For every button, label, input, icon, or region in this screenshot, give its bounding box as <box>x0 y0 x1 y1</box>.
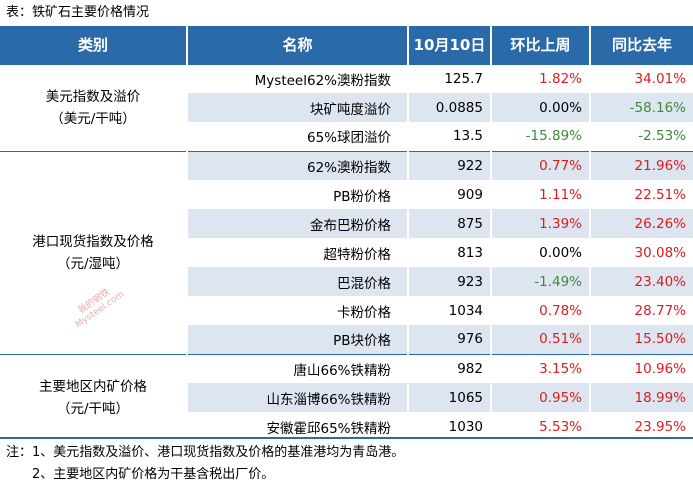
week-change-cell: 0.95% <box>491 383 591 412</box>
footnote-1: 注：1、美元指数及溢价、港口现货指数及价格的基准港均为青岛港。 <box>6 445 405 460</box>
table-row: 港口现货指数及价格 （元/湿吨） 62%澳粉指数 922 0.77% 21.96% <box>0 150 693 354</box>
header-name: 名称 <box>187 26 409 64</box>
price-cell: 1065 <box>408 383 492 412</box>
table-row: 金布巴粉价格 875 1.39% 26.26% <box>0 209 693 238</box>
price-cell: 1034 <box>408 296 492 325</box>
table-row: 超特粉价格 813 0.00% 30.08% <box>0 238 693 267</box>
category-cell: 港口现货指数及价格 （元/湿吨） <box>0 150 188 354</box>
price-cell: 1030 <box>408 412 492 441</box>
price-cell: 976 <box>408 325 492 354</box>
price-cell: 813 <box>408 238 492 267</box>
item-name-cell: PB块价格 <box>187 325 409 354</box>
week-change-cell: 0.77% <box>491 150 591 180</box>
table-row: 巴混价格 923 -1.49% 23.40% <box>0 267 693 296</box>
category-label: 美元指数及溢价 <box>45 88 141 105</box>
item-name-cell: 块矿吨度溢价 <box>187 93 409 122</box>
year-change-cell: 34.01% <box>590 63 693 93</box>
header-year-change: 同比去年 <box>590 26 693 64</box>
week-change-cell: 1.82% <box>491 63 591 93</box>
header-week-change: 环比上周 <box>491 26 591 64</box>
category-unit: （美元/干吨） <box>50 110 136 127</box>
price-cell: 982 <box>408 353 492 383</box>
item-name-cell: PB粉价格 <box>187 180 409 209</box>
price-cell: 922 <box>408 150 492 180</box>
iron-ore-price-table: 类别 名称 10月10日 环比上周 同比去年 美元指数及溢价 （美元/干吨） Mys… <box>0 26 693 441</box>
item-name-cell: 巴混价格 <box>187 267 409 296</box>
week-change-cell: 0.51% <box>491 325 591 354</box>
table-row: 块矿吨度溢价 0.0885 0.00% -58.16% <box>0 93 693 122</box>
price-cell: 875 <box>408 209 492 238</box>
category-label: 港口现货指数及价格 <box>32 233 154 250</box>
table-row: 65%球团溢价 13.5 -15.89% -2.53% <box>0 122 693 151</box>
item-name-cell: 65%球团溢价 <box>187 122 409 151</box>
header-category: 类别 <box>0 26 188 64</box>
year-change-cell: 30.08% <box>590 238 693 267</box>
week-change-cell: -1.49% <box>491 267 591 296</box>
week-change-cell: 5.53% <box>491 412 591 441</box>
price-cell: 923 <box>408 267 492 296</box>
year-change-cell: -2.53% <box>590 122 693 151</box>
year-change-cell: 28.77% <box>590 296 693 325</box>
header-date: 10月10日 <box>408 26 492 64</box>
table-row: PB块价格 976 0.51% 15.50% <box>0 325 693 354</box>
price-cell: 0.0885 <box>408 93 492 122</box>
table-row: 安徽霍邱65%铁精粉 1030 5.53% 23.95% <box>0 412 693 441</box>
category-cell: 主要地区内矿价格 （元/干吨） <box>0 353 188 441</box>
table-body: 美元指数及溢价 （美元/干吨） Mysteel62%澳粉指数 125.7 1.82% 34… <box>0 63 693 441</box>
week-change-cell: 3.15% <box>491 353 591 383</box>
year-change-cell: 23.95% <box>590 412 693 441</box>
table-row: 美元指数及溢价 （美元/干吨） Mysteel62%澳粉指数 125.7 1.82% 34… <box>0 63 693 151</box>
price-cell: 125.7 <box>408 63 492 93</box>
category-cell: 美元指数及溢价 （美元/干吨） <box>0 63 188 151</box>
table-row: 山东淄博66%铁精粉 1065 0.95% 18.99% <box>0 383 693 412</box>
week-change-cell: -15.89% <box>491 122 591 151</box>
item-name-cell: 62%澳粉指数 <box>187 150 409 180</box>
footnote-2: 2、主要地区内矿价格为干基含税出厂价。 <box>32 467 275 482</box>
year-change-cell: -58.16% <box>590 93 693 122</box>
year-change-cell: 23.40% <box>590 267 693 296</box>
item-name-cell: 山东淄博66%铁精粉 <box>187 383 409 412</box>
category-unit: （元/湿吨） <box>56 255 130 272</box>
year-change-cell: 26.26% <box>590 209 693 238</box>
table-bottom-border <box>0 437 693 439</box>
week-change-cell: 0.00% <box>491 238 591 267</box>
header-row: 类别 名称 10月10日 环比上周 同比去年 <box>0 26 693 64</box>
table-row: 卡粉价格 1034 0.78% 28.77% <box>0 296 693 325</box>
item-name-cell: 唐山66%铁精粉 <box>187 353 409 383</box>
year-change-cell: 10.96% <box>590 353 693 383</box>
year-change-cell: 21.96% <box>590 150 693 180</box>
table-row: 主要地区内矿价格 （元/干吨） 唐山66%铁精粉 982 3.15% 10.96% <box>0 353 693 441</box>
category-label: 主要地区内矿价格 <box>39 378 147 395</box>
year-change-cell: 15.50% <box>590 325 693 354</box>
table-row: PB粉价格 909 1.11% 22.51% <box>0 180 693 209</box>
item-name-cell: Mysteel62%澳粉指数 <box>187 63 409 93</box>
week-change-cell: 0.00% <box>491 93 591 122</box>
item-name-cell: 超特粉价格 <box>187 238 409 267</box>
footnotes: 注：1、美元指数及溢价、港口现货指数及价格的基准港均为青岛港。 2、主要地区内矿… <box>6 442 404 486</box>
year-change-cell: 22.51% <box>590 180 693 209</box>
item-name-cell: 卡粉价格 <box>187 296 409 325</box>
category-unit: （元/干吨） <box>56 400 130 417</box>
week-change-cell: 0.78% <box>491 296 591 325</box>
week-change-cell: 1.11% <box>491 180 591 209</box>
item-name-cell: 安徽霍邱65%铁精粉 <box>187 412 409 441</box>
year-change-cell: 18.99% <box>590 383 693 412</box>
week-change-cell: 1.39% <box>491 209 591 238</box>
item-name-cell: 金布巴粉价格 <box>187 209 409 238</box>
price-cell: 909 <box>408 180 492 209</box>
table-caption: 表：铁矿石主要价格情况 <box>6 5 150 20</box>
price-cell: 13.5 <box>408 122 492 151</box>
